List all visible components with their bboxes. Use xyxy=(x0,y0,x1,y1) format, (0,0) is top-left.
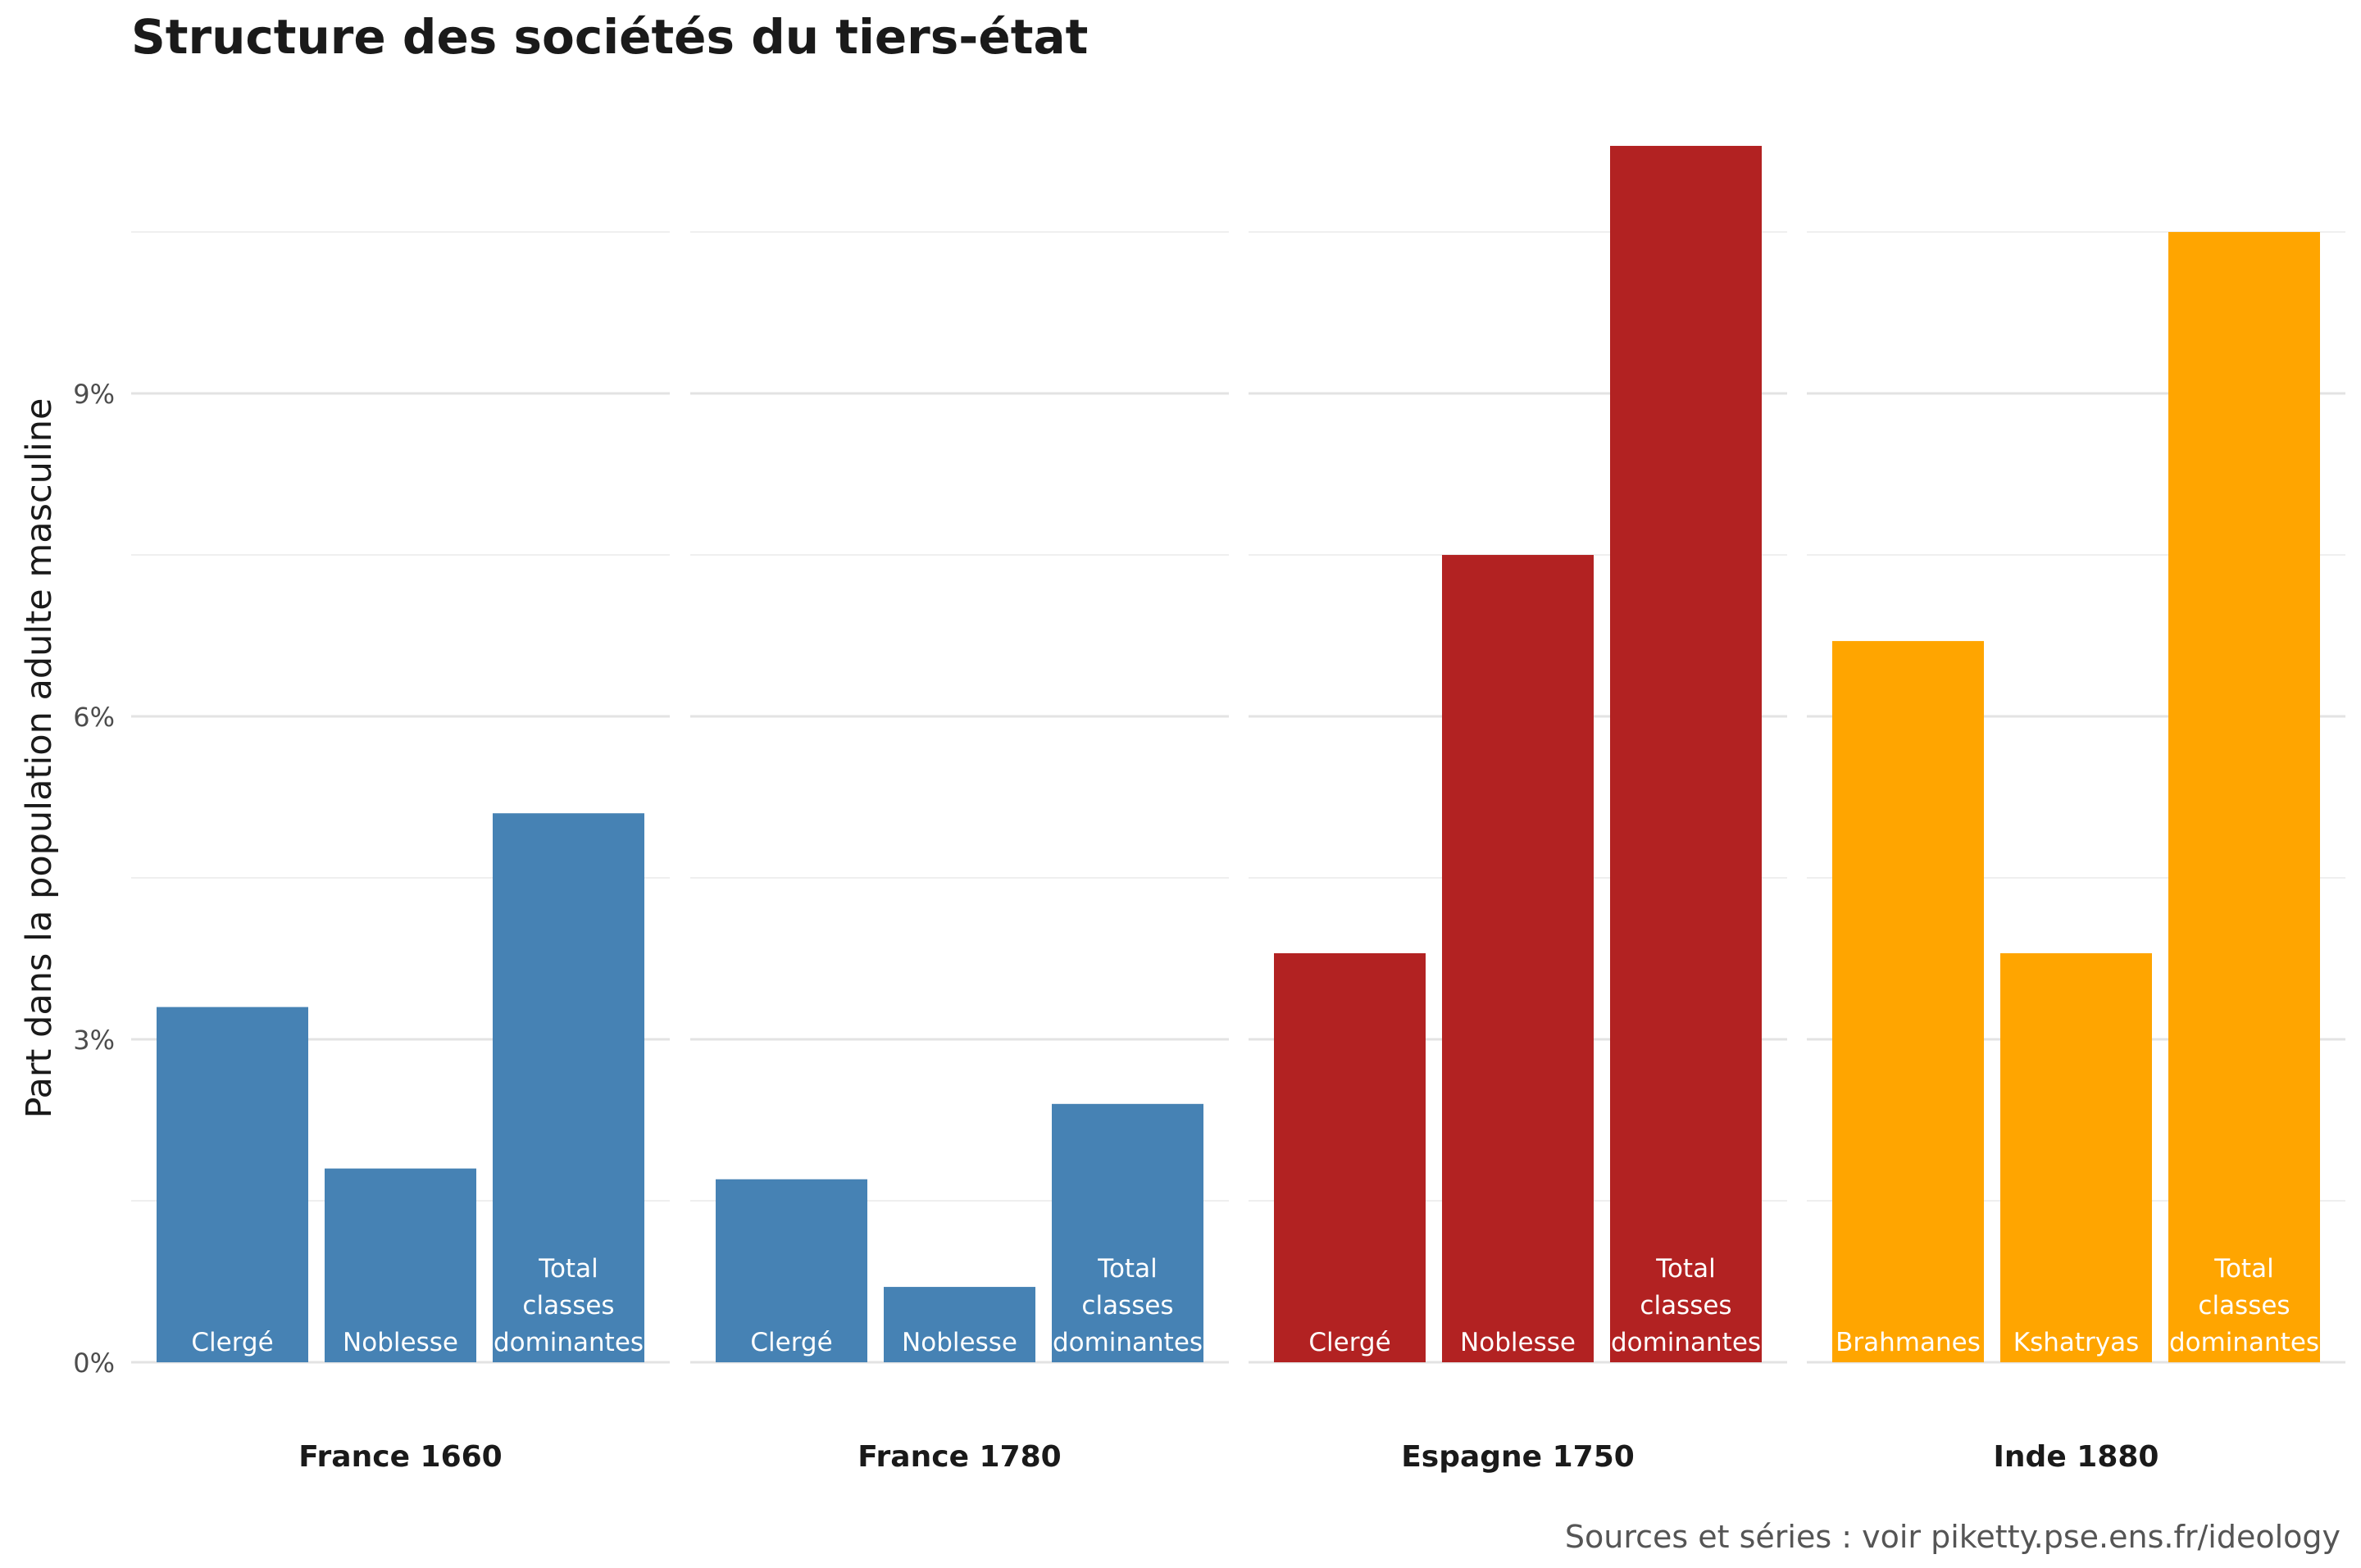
panel-1: Clergé Noblesse Total classes dominantes xyxy=(716,1103,1203,1362)
bar-label: dominantes xyxy=(2169,1328,2319,1357)
bar xyxy=(1832,641,1984,1362)
y-tick-label: 0% xyxy=(73,1348,115,1379)
bar xyxy=(884,1287,1035,1362)
y-tick-labels: 0% 3% 6% 9% xyxy=(73,379,115,1379)
bar-label: dominantes xyxy=(494,1328,644,1357)
bar-label: classes xyxy=(2198,1291,2290,1320)
panel-label: France 1780 xyxy=(858,1440,1061,1474)
y-axis-label: Part dans la population adulte masculine xyxy=(19,398,60,1119)
bar-label: Kshatryas xyxy=(2013,1328,2140,1357)
bar-label: Clergé xyxy=(191,1328,273,1357)
bar-label: Clergé xyxy=(750,1328,832,1357)
bar-label: classes xyxy=(1081,1291,1173,1320)
y-tick-label: 6% xyxy=(73,702,115,733)
y-tick-label: 3% xyxy=(73,1025,115,1056)
bar-label: classes xyxy=(522,1291,614,1320)
bar xyxy=(157,1007,308,1362)
bar-label: Total xyxy=(1655,1254,1715,1284)
bar xyxy=(1442,555,1594,1362)
bar xyxy=(1274,952,1426,1362)
panel-2: Clergé Noblesse Total classes dominantes xyxy=(1274,145,1762,1363)
bar xyxy=(2000,952,2152,1362)
chart-title: Structure des sociétés du tiers-état xyxy=(131,9,1088,65)
bar-label: dominantes xyxy=(1053,1328,1203,1357)
bar xyxy=(325,1168,476,1362)
bar-label: Total xyxy=(2213,1254,2273,1284)
bar-label: Noblesse xyxy=(343,1328,458,1357)
panel-label: Inde 1880 xyxy=(1994,1440,2159,1474)
panel-3: Brahmanes Kshatryas Total classes dominantes xyxy=(1832,232,2320,1362)
panel-label: Espagne 1750 xyxy=(1401,1440,1635,1474)
panel-label: France 1660 xyxy=(298,1440,502,1474)
bar xyxy=(1610,145,1762,1363)
bar xyxy=(493,813,644,1362)
panel-0: Clergé Noblesse Total classes dominantes xyxy=(157,813,644,1362)
panel-labels: France 1660 France 1780 Espagne 1750 Inde 1… xyxy=(298,1440,2159,1474)
bar xyxy=(1052,1103,1203,1362)
bar-label: Brahmanes xyxy=(1836,1328,1981,1357)
y-tick-label: 9% xyxy=(73,379,115,410)
bar xyxy=(2168,232,2320,1362)
bar xyxy=(716,1179,867,1362)
source-caption: Sources et séries : voir piketty.pse.ens… xyxy=(1565,1519,2341,1555)
bar-label: dominantes xyxy=(1611,1328,1761,1357)
bar-label: Noblesse xyxy=(1460,1328,1576,1357)
bar-label: Noblesse xyxy=(902,1328,1017,1357)
bar-label: Total xyxy=(538,1254,598,1284)
bar-label: Total xyxy=(1097,1254,1157,1284)
bar-label: classes xyxy=(1640,1291,1731,1320)
bar-label: Clergé xyxy=(1308,1328,1390,1357)
